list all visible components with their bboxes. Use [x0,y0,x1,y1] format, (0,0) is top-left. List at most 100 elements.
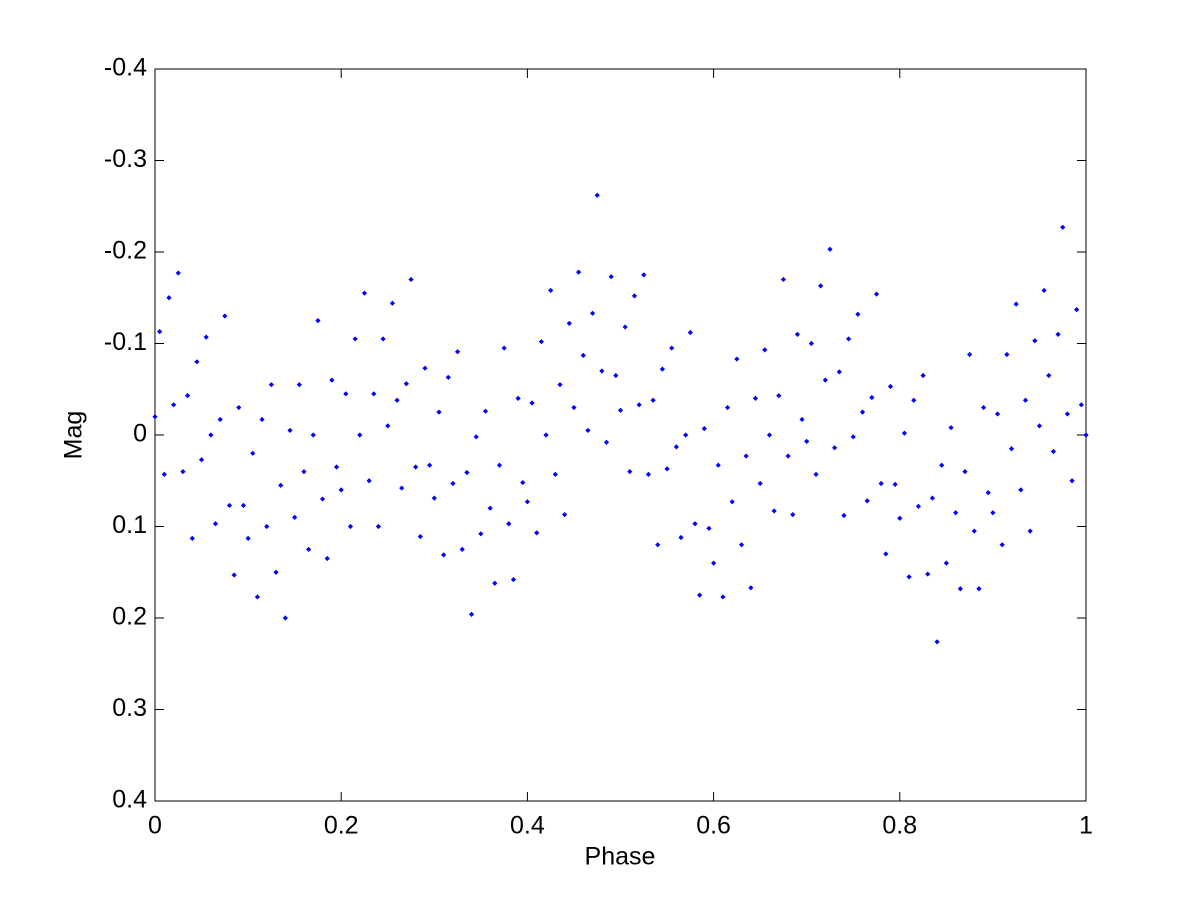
data-point [441,552,447,558]
data-point [333,464,340,470]
data-point [683,432,689,438]
data-point [962,469,968,475]
data-point [925,571,931,577]
data-point [813,471,819,477]
data-point [361,290,368,296]
data-point [161,471,167,477]
data-point [766,432,773,438]
y-axis-label: Mag [60,411,88,460]
data-point [250,450,256,456]
data-point [673,444,679,450]
data-point [231,572,237,578]
data-point [934,639,940,645]
data-point [878,480,884,487]
data-point [422,365,428,371]
data-point [641,272,647,278]
data-point [445,374,451,380]
data-point [175,270,181,276]
data-point [450,480,456,487]
data-point [985,490,991,496]
data-point [236,404,242,411]
data-point [492,580,498,586]
data-point [515,395,521,401]
data-point [1078,402,1084,408]
data-point [822,377,828,383]
data-point [413,464,419,470]
data-point [562,512,568,518]
data-point [278,482,284,488]
data-point [324,555,330,562]
data-point [552,471,558,477]
data-point [287,427,293,434]
data-point [310,432,316,438]
data-point [818,283,824,289]
data-point [152,414,158,420]
data-point [757,480,763,487]
data-point [976,586,982,592]
data-point [869,394,875,401]
data-point [827,246,833,252]
data-point [729,499,735,505]
data-point [967,351,973,358]
data-point [873,291,880,297]
data-point [198,457,205,463]
data-point [166,295,172,301]
data-point [911,397,917,403]
y-tick-label: 0.4 [112,786,147,814]
data-point [901,430,908,436]
data-point [184,393,191,399]
data-point [254,594,261,600]
data-point [431,495,437,501]
x-tick-label: 0.2 [324,812,359,840]
data-point [282,615,288,621]
data-point [259,416,265,423]
data-point [701,425,707,432]
data-point [692,521,698,527]
data-point [859,409,866,415]
data-point [534,530,540,536]
data-point [594,192,600,198]
data-point [929,495,935,501]
data-point [296,382,302,388]
y-tick-label: 0.1 [112,511,147,539]
data-point [226,502,233,509]
data-point [380,336,386,342]
data-point [585,427,591,434]
data-point [883,551,889,557]
data-point [1083,432,1089,438]
data-point [664,466,670,472]
data-point [939,462,945,468]
data-point [832,445,838,451]
data-point [980,404,987,411]
data-point [501,345,507,351]
data-point [538,339,544,345]
data-point [748,585,754,591]
data-point [943,560,949,566]
data-point [706,525,712,531]
data-point [892,481,898,488]
data-point [1022,397,1029,403]
data-point [636,402,642,408]
data-point [953,510,959,516]
data-point [1008,446,1015,452]
data-point [510,576,517,583]
data-point [711,560,717,566]
data-point [157,329,163,335]
data-point [180,469,186,475]
data-point [650,397,656,403]
data-point [194,359,200,365]
data-point [338,487,344,493]
data-point [171,402,177,408]
data-point [990,510,996,516]
data-point [520,479,526,486]
data-point [631,293,638,299]
data-point [389,300,396,306]
data-point [557,382,563,388]
data-point [655,542,661,548]
data-point [850,434,856,440]
data-point [347,523,354,530]
data-point [841,512,847,519]
data-point [529,400,535,406]
data-point [212,521,219,527]
x-axis-label: Phase [585,843,656,871]
